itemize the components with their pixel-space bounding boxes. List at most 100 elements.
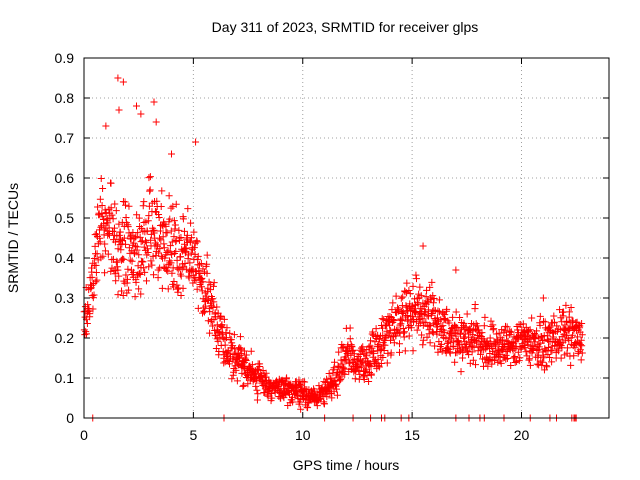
data-point: [155, 234, 163, 242]
data-point: [208, 295, 216, 303]
y-tick-label: 0.4: [55, 250, 75, 266]
data-point: [457, 368, 465, 376]
data-point: [109, 215, 117, 223]
data-point: [161, 254, 169, 262]
data-point: [173, 256, 181, 264]
data-point: [468, 342, 476, 350]
data-point: [486, 334, 494, 342]
data-point: [171, 225, 179, 233]
data-point: [150, 98, 158, 106]
data-point: [123, 275, 131, 283]
data-point: [381, 322, 389, 330]
data-point: [430, 306, 438, 314]
data-point: [183, 231, 191, 239]
data-point: [236, 333, 244, 341]
data-point: [398, 317, 406, 325]
x-tick-label: 0: [80, 427, 88, 443]
data-point: [102, 122, 110, 130]
data-point: [539, 294, 547, 302]
data-point: [213, 303, 221, 311]
data-point: [437, 340, 445, 348]
data-point: [115, 106, 123, 114]
data-point: [471, 300, 479, 308]
data-point: [210, 298, 218, 306]
data-point: [452, 308, 460, 316]
data-point: [193, 238, 201, 246]
data-point: [160, 240, 168, 248]
data-point: [92, 261, 100, 269]
data-point: [440, 315, 448, 323]
data-point: [526, 355, 534, 363]
data-point: [137, 290, 145, 298]
data-point: [422, 319, 430, 327]
data-points: [80, 74, 586, 422]
data-point: [405, 286, 413, 294]
axis-ticks: 0 0.1 0.2 0.3 0.4 0.5 0.6 0.7 0.8 0.9 0 5 10 15 20: [55, 50, 609, 443]
data-point: [244, 380, 252, 388]
data-point: [114, 74, 122, 82]
data-point: [283, 374, 291, 382]
data-point: [422, 293, 430, 301]
data-point: [206, 329, 214, 337]
data-point: [435, 308, 443, 316]
data-point: [429, 292, 437, 300]
data-point: [132, 233, 140, 241]
data-point: [367, 371, 375, 379]
data-point: [401, 288, 409, 296]
data-point: [193, 237, 201, 245]
data-point: [562, 301, 570, 309]
data-point: [167, 227, 175, 235]
data-point: [349, 346, 357, 354]
data-point: [374, 355, 382, 363]
data-point: [343, 349, 351, 357]
data-point: [233, 377, 241, 385]
data-point: [378, 315, 386, 323]
data-point: [295, 380, 303, 388]
data-point: [386, 312, 394, 320]
data-point: [371, 338, 379, 346]
data-point: [203, 260, 211, 268]
data-point: [274, 383, 282, 391]
data-point: [559, 312, 567, 320]
data-point: [200, 307, 208, 315]
data-point: [262, 369, 270, 377]
data-point: [412, 271, 420, 279]
data-point: [338, 360, 346, 368]
data-point: [544, 351, 552, 358]
data-point: [171, 221, 179, 229]
data-point: [159, 233, 167, 241]
data-point: [135, 285, 143, 293]
data-point: [232, 366, 240, 374]
data-point: [416, 283, 424, 291]
data-point: [412, 307, 420, 315]
data-point: [428, 278, 436, 286]
data-point: [449, 313, 457, 321]
data-point: [388, 306, 396, 314]
data-point: [366, 349, 374, 357]
data-point: [124, 265, 132, 273]
data-point: [525, 335, 533, 343]
data-point: [489, 326, 497, 334]
data-point: [535, 343, 543, 351]
data-point: [252, 382, 260, 390]
data-point: [297, 405, 305, 413]
data-point: [389, 299, 397, 307]
data-point: [193, 285, 201, 293]
data-point: [109, 255, 117, 263]
data-point: [426, 339, 434, 347]
data-point: [412, 275, 420, 283]
data-point: [170, 217, 178, 225]
data-point: [299, 377, 307, 385]
data-point: [452, 266, 460, 274]
data-point: [405, 332, 413, 340]
data-point: [392, 292, 400, 300]
data-point: [186, 238, 194, 246]
data-point: [226, 360, 234, 368]
data-point: [418, 315, 426, 323]
data-point: [408, 312, 416, 320]
data-point: [143, 277, 151, 285]
data-point: [389, 315, 397, 323]
data-point: [114, 266, 122, 274]
data-point: [367, 363, 375, 371]
data-point: [512, 342, 520, 350]
